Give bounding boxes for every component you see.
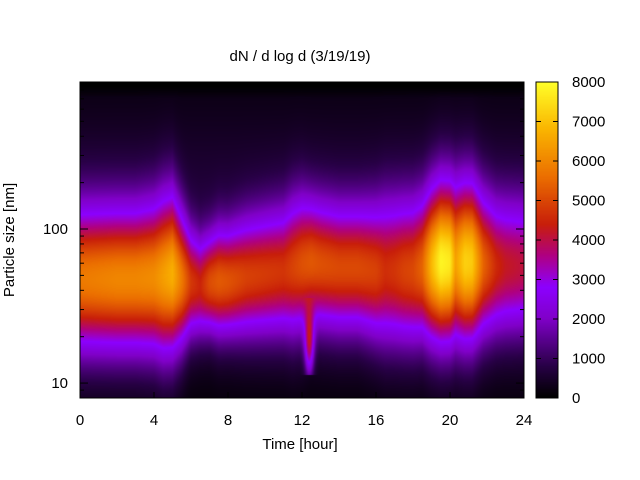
colorbar-tick-label: 2000 — [572, 311, 605, 328]
x-tick-label: 12 — [294, 412, 311, 429]
colorbar-tick-label: 3000 — [572, 272, 605, 289]
colorbar-ticks: 0 1000 2000 3000 4000 5000 6000 7000 8000 — [536, 74, 605, 407]
colorbar-tick-label: 5000 — [572, 193, 605, 210]
y-axis-label: Particle size [nm] — [1, 183, 18, 297]
x-axis-ticks: 0 4 8 12 16 20 24 — [76, 82, 533, 429]
colorbar-tick-label: 0 — [572, 390, 580, 407]
y-tick-label: 100 — [43, 221, 68, 238]
x-tick-label: 4 — [150, 412, 158, 429]
x-tick-label: 0 — [76, 412, 84, 429]
colorbar-tick-label: 8000 — [572, 74, 605, 91]
colorbar-tick-label: 7000 — [572, 114, 605, 131]
colorbar-tick-label: 1000 — [572, 351, 605, 368]
colorbar-tick-label: 6000 — [572, 153, 605, 170]
y-tick-label: 10 — [51, 375, 68, 392]
y-axis-ticks: 10 100 — [43, 81, 524, 399]
x-tick-label: 24 — [516, 412, 533, 429]
x-tick-label: 8 — [224, 412, 232, 429]
x-tick-label: 20 — [442, 412, 459, 429]
heatmap-plot-area — [80, 82, 524, 398]
chart-title: dN / d log d (3/19/19) — [230, 48, 371, 65]
colorbar-tick-label: 4000 — [572, 232, 605, 249]
x-axis-label: Time [hour] — [262, 436, 337, 453]
x-tick-label: 16 — [368, 412, 385, 429]
colorbar — [536, 82, 558, 398]
